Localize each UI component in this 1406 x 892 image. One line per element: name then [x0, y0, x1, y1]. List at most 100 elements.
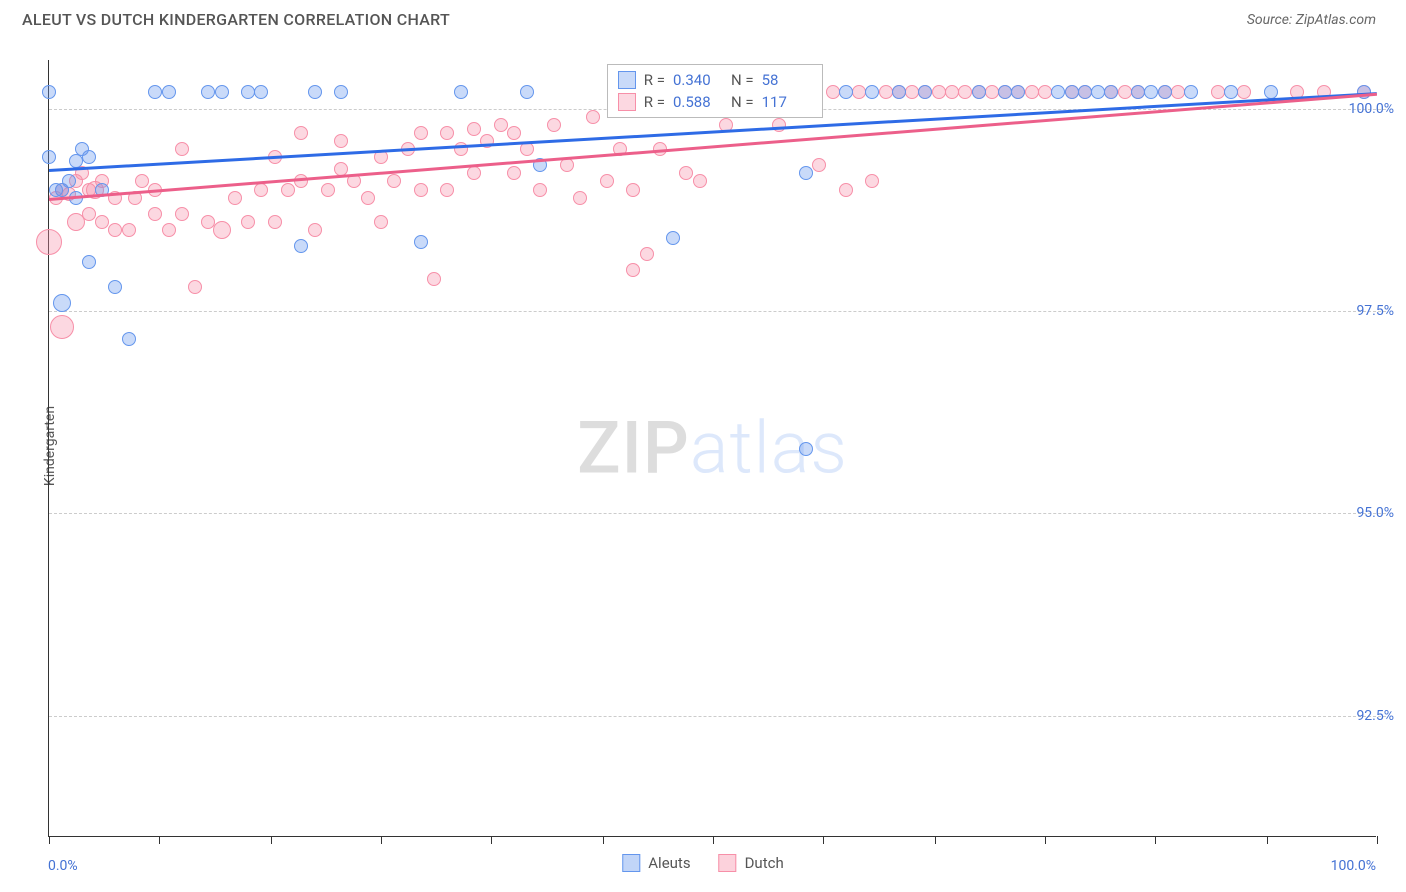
- scatter-point: [799, 442, 813, 456]
- scatter-point: [839, 85, 853, 99]
- scatter-point: [175, 142, 189, 156]
- r-label: R =: [644, 93, 665, 111]
- x-tick: [935, 836, 936, 844]
- scatter-point: [175, 207, 189, 221]
- scatter-point: [1051, 85, 1065, 99]
- scatter-point: [42, 150, 56, 164]
- scatter-point: [82, 150, 96, 164]
- scatter-point: [254, 183, 268, 197]
- scatter-point: [839, 183, 853, 197]
- scatter-point: [414, 235, 428, 249]
- scatter-point: [162, 223, 176, 237]
- r-label: R =: [644, 71, 665, 89]
- plot-area: ZIPatlas R =0.340N =58R =0.588N =117: [49, 60, 1376, 836]
- scatter-point: [1078, 85, 1092, 99]
- chart-title: ALEUT VS DUTCH KINDERGARTEN CORRELATION …: [22, 10, 450, 29]
- scatter-point: [626, 183, 640, 197]
- scatter-point: [440, 126, 454, 140]
- scatter-point: [414, 183, 428, 197]
- x-tick: [159, 836, 160, 844]
- scatter-point: [666, 231, 680, 245]
- scatter-point: [82, 207, 96, 221]
- scatter-point: [62, 174, 76, 188]
- x-tick: [713, 836, 714, 844]
- scatter-point: [440, 183, 454, 197]
- scatter-point: [321, 183, 335, 197]
- header: ALEUT VS DUTCH KINDERGARTEN CORRELATION …: [0, 0, 1406, 39]
- scatter-point: [1091, 85, 1105, 99]
- scatter-point: [892, 85, 906, 99]
- scatter-point: [215, 85, 229, 99]
- x-tick: [1045, 836, 1046, 844]
- scatter-point: [1131, 85, 1145, 99]
- legend-item: Dutch: [719, 854, 784, 872]
- legend-label: Aleuts: [648, 854, 690, 872]
- scatter-point: [1118, 85, 1132, 99]
- legend-swatch: [719, 854, 737, 872]
- scatter-point: [520, 85, 534, 99]
- scatter-point: [122, 223, 136, 237]
- scatter-point: [42, 85, 56, 99]
- scatter-point: [1104, 85, 1118, 99]
- scatter-point: [1184, 85, 1198, 99]
- x-tick: [491, 836, 492, 844]
- scatter-point: [188, 280, 202, 294]
- scatter-point: [865, 174, 879, 188]
- scatter-point: [985, 85, 999, 99]
- scatter-point: [772, 118, 786, 132]
- scatter-point: [533, 183, 547, 197]
- scatter-point: [122, 332, 136, 346]
- scatter-point: [507, 166, 521, 180]
- x-tick: [381, 836, 382, 844]
- scatter-point: [148, 207, 162, 221]
- scatter-point: [213, 221, 231, 239]
- n-label: N =: [731, 93, 754, 111]
- scatter-point: [148, 85, 162, 99]
- scatter-point: [308, 223, 322, 237]
- scatter-point: [1211, 85, 1225, 99]
- scatter-point: [95, 215, 109, 229]
- scatter-point: [640, 247, 654, 261]
- scatter-point: [108, 280, 122, 294]
- scatter-point: [53, 294, 71, 312]
- scatter-point: [228, 191, 242, 205]
- scatter-point: [82, 255, 96, 269]
- x-tick: [271, 836, 272, 844]
- scatter-point: [361, 191, 375, 205]
- scatter-point: [998, 85, 1012, 99]
- scatter-point: [600, 174, 614, 188]
- correlation-legend-row: R =0.340N =58: [618, 69, 812, 91]
- scatter-point: [1224, 85, 1238, 99]
- x-tick: [1155, 836, 1156, 844]
- x-tick-label: 100.0%: [1331, 858, 1376, 874]
- scatter-point: [201, 85, 215, 99]
- scatter-point: [1065, 85, 1079, 99]
- scatter-point: [308, 85, 322, 99]
- scatter-point: [294, 239, 308, 253]
- scatter-point: [454, 85, 468, 99]
- x-tick: [1267, 836, 1268, 844]
- scatter-point: [852, 85, 866, 99]
- scatter-point: [679, 166, 693, 180]
- y-tick-label: 95.0%: [1356, 505, 1394, 521]
- scatter-point: [374, 215, 388, 229]
- scatter-point: [334, 85, 348, 99]
- scatter-point: [1025, 85, 1039, 99]
- scatter-point: [1038, 85, 1052, 99]
- scatter-point: [294, 174, 308, 188]
- scatter-point: [879, 85, 893, 99]
- scatter-point: [1011, 85, 1025, 99]
- legend-label: Dutch: [745, 854, 784, 872]
- scatter-point: [467, 166, 481, 180]
- x-tick: [823, 836, 824, 844]
- legend-swatch: [618, 93, 636, 111]
- scatter-point: [1171, 85, 1185, 99]
- scatter-point: [281, 183, 295, 197]
- correlation-legend-row: R =0.588N =117: [618, 91, 812, 113]
- scatter-point: [414, 126, 428, 140]
- scatter-point: [812, 158, 826, 172]
- scatter-point: [547, 118, 561, 132]
- scatter-point: [932, 85, 946, 99]
- y-tick-label: 92.5%: [1356, 708, 1394, 724]
- correlation-legend: R =0.340N =58R =0.588N =117: [607, 64, 823, 118]
